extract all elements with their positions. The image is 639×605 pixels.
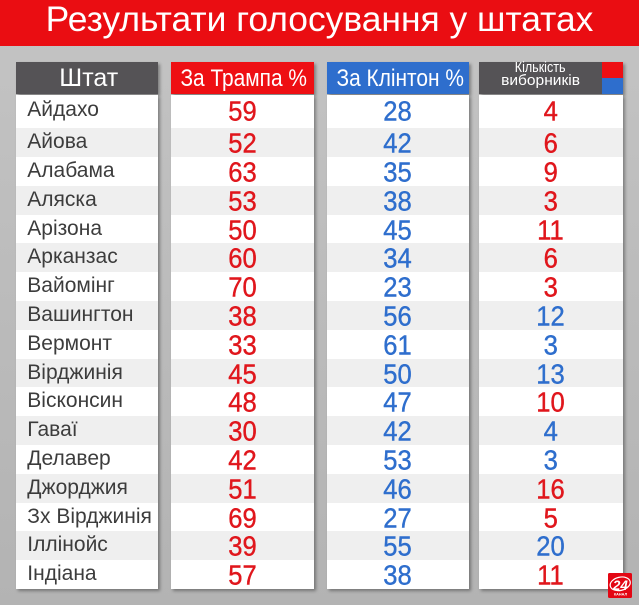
svg-text:24: 24: [612, 578, 629, 593]
svg-text:КАНАЛ: КАНАЛ: [614, 592, 628, 596]
